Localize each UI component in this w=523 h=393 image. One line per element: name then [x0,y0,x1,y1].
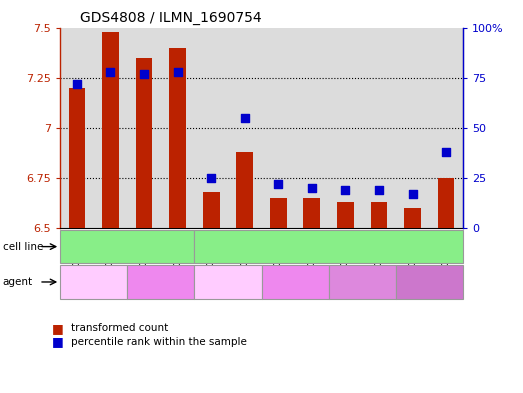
Point [73,81,81,87]
Point [442,149,450,155]
Bar [236,152,253,228]
Bar [270,198,287,228]
Text: DBTRG: DBTRG [106,240,148,253]
Bar [337,202,354,228]
Text: agent: agent [3,277,33,287]
Text: Y15: Y15 [285,277,305,287]
Bar [195,28,228,228]
Bar [60,28,94,228]
Text: transformed count: transformed count [71,323,168,333]
Text: none: none [80,277,108,287]
Bar [69,88,85,228]
Bar [362,28,396,228]
Point [375,187,383,193]
Point [140,70,148,77]
Bar [228,28,262,228]
Point [408,191,417,197]
Text: ■: ■ [52,335,64,349]
Bar [295,28,328,228]
Bar [102,31,119,228]
Bar [127,28,161,228]
Bar [135,58,152,228]
Text: GDS4808 / ILMN_1690754: GDS4808 / ILMN_1690754 [81,11,262,25]
Text: percentile rank within the sample: percentile rank within the sample [71,337,246,347]
Bar [328,28,362,228]
Point [207,174,215,181]
Bar [371,202,388,228]
Text: U87: U87 [317,240,340,253]
Text: cell line: cell line [3,242,43,252]
Text: ■: ■ [52,321,64,335]
Bar [438,178,454,228]
Text: Temozolomide: Temozolomide [322,277,402,287]
Bar [303,198,320,228]
Bar [429,28,463,228]
Point [174,68,182,75]
Bar [262,28,295,228]
Bar [94,28,127,228]
Bar [396,28,429,228]
Bar [203,192,220,228]
Bar [161,28,195,228]
Point [241,115,249,121]
Point [274,181,282,187]
Point [106,68,115,75]
Bar [404,208,421,228]
Point [308,185,316,191]
Point [341,187,349,193]
Text: Y15 and
Temozolomide: Y15 and Temozolomide [394,272,464,292]
Text: Y15: Y15 [151,277,171,287]
Text: none: none [214,277,242,287]
Bar [169,48,186,228]
